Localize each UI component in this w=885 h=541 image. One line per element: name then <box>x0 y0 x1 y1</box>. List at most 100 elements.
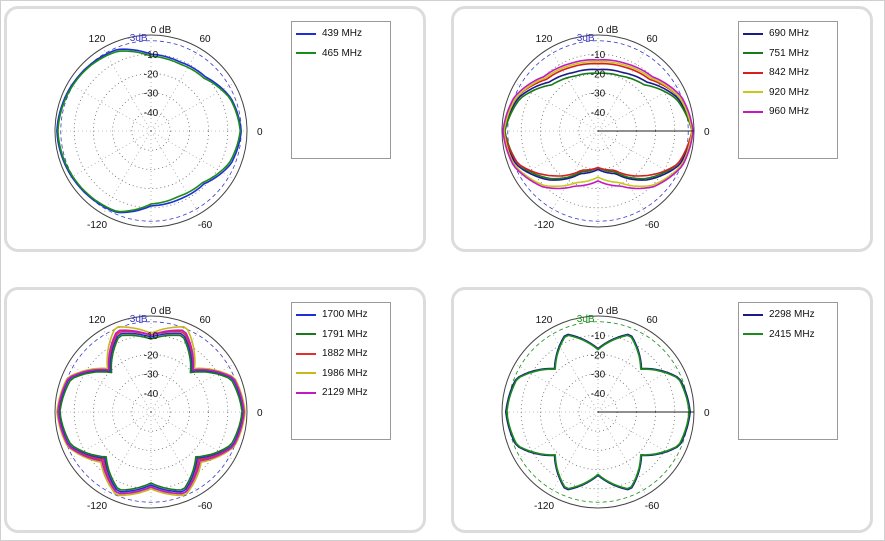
outer-ring <box>54 315 248 509</box>
legend-item: 1791 MHz <box>296 325 386 345</box>
angle-label: -120 <box>534 501 554 512</box>
angle-label: 0 <box>257 127 263 138</box>
radial-tick-label: -40 <box>591 108 606 119</box>
radial-tick-label: -30 <box>591 370 606 381</box>
grid-spoke <box>67 82 152 132</box>
grid-spoke <box>597 130 647 215</box>
radial-tick-label: 0 dB <box>151 25 172 36</box>
legend-item: 842 MHz <box>743 63 833 83</box>
angle-label: 60 <box>646 315 658 326</box>
series-line-2 <box>59 334 243 491</box>
legend-label: 2415 MHz <box>769 328 815 340</box>
legend-swatch <box>296 391 316 394</box>
legend-item: 920 MHz <box>743 83 833 103</box>
legend-1: 439 MHz 465 MHz <box>291 21 391 159</box>
grid-spoke <box>597 82 682 132</box>
radial-tick-label: -30 <box>144 89 159 100</box>
radial-tick-label: -20 <box>144 69 159 80</box>
grid-spoke <box>597 411 647 496</box>
legend-item: 465 MHz <box>296 44 386 64</box>
radial-tick-label: -30 <box>144 370 159 381</box>
series-line-5 <box>57 329 245 495</box>
legend-item: 2298 MHz <box>743 305 833 325</box>
legend-swatch <box>296 32 316 35</box>
legend-swatch <box>743 71 763 74</box>
radial-tick-label: -20 <box>591 69 606 80</box>
angle-label: 60 <box>199 315 211 326</box>
grid-spoke <box>150 82 235 132</box>
grid-spoke <box>150 130 235 180</box>
ref-ring <box>60 40 242 222</box>
polar-panel-2: 0 dB-10-20-30-40-3dB060120180-120-60 690… <box>451 6 873 252</box>
angle-label: -120 <box>87 501 107 512</box>
radial-tick-label: -20 <box>144 350 159 361</box>
legend-label: 690 MHz <box>769 28 810 40</box>
polar-plot-2: 0 dB-10-20-30-40-3dB060120180-120-60 <box>501 25 710 231</box>
legend-swatch <box>296 352 316 355</box>
legend-swatch <box>743 91 763 94</box>
series-line-2 <box>57 50 242 213</box>
legend-item: 1700 MHz <box>296 305 386 325</box>
radial-tick-label: -40 <box>144 389 159 400</box>
legend-item: 2129 MHz <box>296 383 386 403</box>
grid-ring <box>93 354 209 470</box>
legend-label: 1882 MHz <box>322 348 368 360</box>
legend-label: 1986 MHz <box>322 367 368 379</box>
outer-ring <box>54 34 248 228</box>
legend-3: 1700 MHz 1791 MHz 1882 MHz 1986 MHz 2129 MHz <box>291 302 391 440</box>
radial-tick-label: -20 <box>591 350 606 361</box>
grid-spoke <box>514 411 599 461</box>
radial-tick-label: 0 dB <box>151 306 172 317</box>
polar-panel-3: 0 dB-10-20-30-40-3dB060120180-120-60 170… <box>4 287 426 533</box>
legend-swatch <box>296 372 316 375</box>
legend-swatch <box>296 313 316 316</box>
polar-plot-1: 0 dB-10-20-30-40-3dB060120180-120-60 <box>54 25 263 231</box>
angle-label: -60 <box>198 501 213 512</box>
angle-label: 0 <box>704 127 710 138</box>
radial-tick-label: -10 <box>144 331 159 342</box>
grid-spoke <box>150 130 200 215</box>
radial-tick-label: -30 <box>591 89 606 100</box>
radial-tick-label: -10 <box>144 50 159 61</box>
legend-swatch <box>743 110 763 113</box>
legend-swatch <box>743 333 763 336</box>
legend-label: 960 MHz <box>769 106 810 118</box>
angle-label: 0 <box>257 408 263 419</box>
legend-label: 1791 MHz <box>322 328 368 340</box>
ref-label: -3dB <box>126 33 147 44</box>
legend-label: 439 MHz <box>322 28 363 40</box>
legend-item: 1882 MHz <box>296 344 386 364</box>
radial-tick-label: -10 <box>591 331 606 342</box>
radial-tick-label: 0 dB <box>598 306 619 317</box>
angle-label: 60 <box>646 34 658 45</box>
angle-label: 120 <box>89 315 106 326</box>
grid-spoke <box>102 47 152 132</box>
grid-spoke <box>549 47 599 132</box>
radial-tick-label: -40 <box>591 389 606 400</box>
grid-ring <box>131 111 171 151</box>
grid-spoke <box>597 47 647 132</box>
series-line-4 <box>503 60 693 188</box>
legend-swatch <box>743 313 763 316</box>
angle-label: 120 <box>89 34 106 45</box>
grid-spoke <box>597 363 682 413</box>
legend-swatch <box>743 52 763 55</box>
series-line-1 <box>58 332 244 493</box>
legend-2: 690 MHz 751 MHz 842 MHz 920 MHz 960 MHz <box>738 21 838 159</box>
grid-spoke <box>549 130 599 215</box>
ref-ring <box>60 321 242 503</box>
grid-spoke <box>67 130 152 180</box>
angle-label: 60 <box>199 34 211 45</box>
series-line-2 <box>506 334 690 490</box>
angle-label: -60 <box>645 501 660 512</box>
grid-spoke <box>514 363 599 413</box>
grid-spoke <box>150 47 200 132</box>
grid-spoke <box>514 82 599 132</box>
grid-ring <box>93 73 209 189</box>
legend-swatch <box>743 32 763 35</box>
polar-plot-3: 0 dB-10-20-30-40-3dB060120180-120-60 <box>54 306 263 512</box>
grid-ring <box>112 92 190 170</box>
legend-item: 1986 MHz <box>296 364 386 384</box>
angle-label: -60 <box>198 220 213 231</box>
radial-tick-label: -40 <box>144 108 159 119</box>
